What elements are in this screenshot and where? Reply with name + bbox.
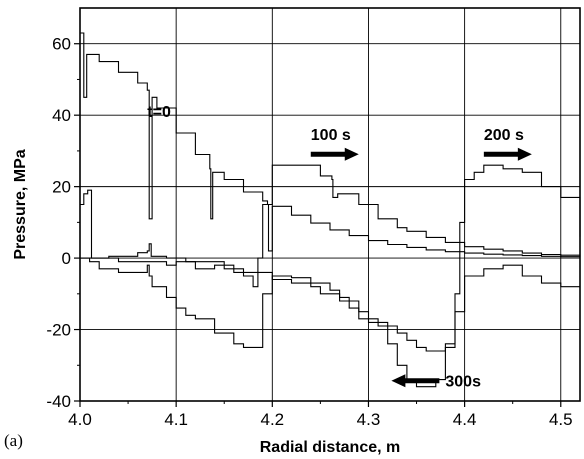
right-arrow xyxy=(310,147,359,161)
y-axis-label: Pressure, MPa xyxy=(12,149,29,259)
y-tick-label: 60 xyxy=(52,35,71,54)
series-line-2 xyxy=(80,164,581,288)
right-arrow xyxy=(483,147,532,161)
plot-frame xyxy=(79,7,581,402)
y-tick-label: -20 xyxy=(46,321,71,340)
annotations: t=0 100 s 200 s 300s xyxy=(147,104,532,391)
x-tick-label: 4.2 xyxy=(260,410,284,429)
x-tick-label: 4.5 xyxy=(549,410,573,429)
annotation-label: 300s xyxy=(445,374,481,391)
annotation-label: 100 s xyxy=(311,127,351,144)
x-tick-label: 4.0 xyxy=(68,410,92,429)
panel-label: (a) xyxy=(4,431,23,450)
annotation-label: t=0 xyxy=(147,104,171,121)
series-line-1 xyxy=(80,32,581,258)
grid xyxy=(79,8,580,402)
series-group xyxy=(80,32,581,388)
x-axis-label: Radial distance, m xyxy=(260,439,401,456)
left-arrow xyxy=(391,374,440,388)
x-tick-label: 4.4 xyxy=(453,410,477,429)
x-tick-label: 4.1 xyxy=(164,410,188,429)
ticks: 4.0 4.1 4.2 4.3 4.4 4.5 -40 -20 0 20 40 60 xyxy=(46,35,572,429)
y-tick-label: 0 xyxy=(62,249,71,268)
series-line-4 xyxy=(80,257,580,388)
y-tick-label: -40 xyxy=(46,392,71,411)
y-tick-label: 40 xyxy=(52,106,71,125)
x-tick-label: 4.3 xyxy=(357,410,381,429)
annotation-label: 200 s xyxy=(484,127,524,144)
series-line-3 xyxy=(80,164,581,352)
y-tick-label: 20 xyxy=(52,178,71,197)
